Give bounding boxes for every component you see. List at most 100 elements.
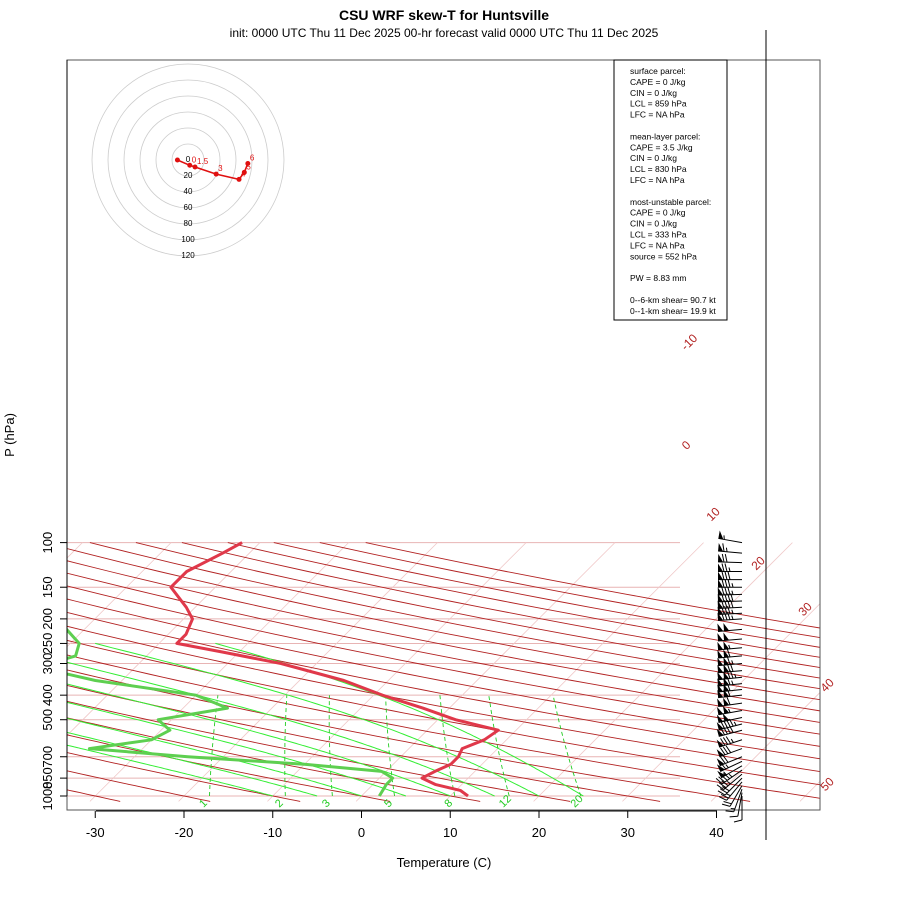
y-tick-label: 300	[40, 653, 55, 675]
wind-barbs	[715, 530, 743, 823]
hodograph-point-label: 0	[192, 155, 197, 164]
isotherm-line	[444, 542, 704, 802]
wind-barb	[717, 553, 743, 564]
hodograph-point	[174, 157, 180, 163]
hodograph-point-label: 3	[218, 164, 223, 173]
wind-barb	[725, 789, 743, 813]
x-tick-label: 20	[532, 825, 546, 840]
x-tick-label: -10	[263, 825, 282, 840]
isotherm-label: 10	[703, 504, 723, 524]
wind-barb	[717, 688, 743, 699]
hodograph-ring	[139, 111, 237, 209]
hodograph-ring-label: 80	[184, 219, 193, 228]
x-tick-label: 30	[621, 825, 635, 840]
wind-barb	[716, 705, 743, 716]
hodograph-point	[187, 162, 193, 168]
dry-adiabat-line	[67, 717, 481, 802]
info-line: PW = 8.83 mm	[630, 273, 686, 283]
wind-barb	[729, 792, 743, 818]
x-tick-label: 40	[709, 825, 723, 840]
moist-adiabat-line	[67, 683, 451, 797]
hodograph-point-label: 4	[241, 169, 246, 178]
y-axis-label: P (hPa)	[2, 413, 17, 457]
dry-adiabat-line	[0, 543, 30, 802]
wind-barb	[717, 622, 743, 632]
dry-adiabats	[0, 542, 820, 802]
isotherm-line	[67, 542, 261, 737]
info-line: 0--1-km shear= 19.9 kt	[630, 306, 716, 316]
y-tick-label: 700	[40, 746, 55, 768]
y-tick-label: 200	[40, 608, 55, 630]
y-tick-label: 1000	[40, 782, 55, 811]
moist-adiabat-line	[67, 717, 362, 797]
mixing-ratio-line	[328, 695, 333, 796]
isotherm-line	[799, 780, 820, 802]
isotherm-line	[889, 543, 900, 802]
info-line: source = 552 hPa	[630, 251, 697, 261]
hodograph-ring-label: 40	[184, 187, 193, 196]
wind-barb	[716, 760, 743, 772]
x-tick-label: 10	[443, 825, 457, 840]
hodograph-point-label: 5	[246, 162, 251, 171]
hodograph-ring-label: 120	[181, 251, 195, 260]
moist-adiabat-line	[67, 701, 407, 797]
moist-adiabat-line	[95, 642, 540, 797]
info-line: LCL = 333 hPa	[630, 230, 687, 240]
isotherm-line	[622, 603, 820, 802]
isotherm-line	[533, 542, 793, 802]
mixing-ratios	[209, 695, 582, 797]
x-axis-label: Temperature (C)	[397, 855, 492, 870]
wind-barb	[718, 571, 742, 581]
wind-barb	[721, 785, 743, 807]
temperature-profile	[169, 541, 500, 798]
dewpoint-profile	[67, 627, 395, 797]
isotherm-label: 30	[795, 599, 815, 619]
isotherm-line	[67, 542, 172, 648]
mixing-ratio-line	[284, 695, 288, 796]
info-line: CAPE = 0 J/kg	[630, 208, 686, 218]
hodograph-ring-label: 0	[186, 155, 191, 164]
dry-adiabat-line	[67, 611, 820, 760]
isotherm-line	[710, 691, 820, 802]
isotherm-line	[89, 542, 349, 802]
wind-barb	[717, 696, 743, 707]
hodograph-ring-label: 20	[184, 171, 193, 180]
y-tick-label: 400	[40, 684, 55, 706]
info-line: CIN = 0 J/kg	[630, 153, 677, 163]
dry-adiabat-line	[67, 598, 820, 747]
wind-barb	[716, 773, 743, 790]
y-tick-label: 100	[40, 532, 55, 554]
wind-barb	[717, 765, 743, 779]
dry-adiabat-line	[67, 789, 121, 802]
x-tick-label: 0	[358, 825, 365, 840]
dry-adiabat-line	[181, 542, 820, 669]
wind-barb	[717, 611, 743, 622]
wind-barb	[716, 745, 743, 758]
dry-adiabat-line	[89, 542, 820, 690]
hodograph-point-label: 1.5	[197, 157, 209, 166]
wind-barb	[716, 736, 743, 748]
mixing-ratio-line	[552, 695, 582, 797]
isotherm-line	[355, 542, 616, 802]
moist-adiabat-line	[67, 744, 273, 797]
hodograph-ring	[123, 95, 253, 225]
dry-adiabat-line	[67, 669, 751, 802]
dry-adiabat-line	[67, 585, 820, 735]
hodograph-point	[213, 171, 219, 177]
hodograph-ring-label: 60	[184, 203, 193, 212]
dry-adiabat-line	[67, 572, 820, 723]
mixing-ratio-label: 5	[382, 797, 395, 810]
wind-barb	[717, 777, 743, 796]
info-line: LFC = NA hPa	[630, 110, 685, 120]
y-tick-label: 150	[40, 576, 55, 598]
mixing-ratio-line	[439, 695, 456, 797]
mixing-ratio-label: 1	[197, 797, 210, 810]
chart-subtitle: init: 0000 UTC Thu 11 Dec 2025 00-hr for…	[230, 26, 659, 40]
moist-adiabat-line	[67, 661, 495, 797]
dry-adiabat-line	[67, 684, 661, 802]
wind-barb	[716, 725, 743, 737]
mixing-ratio-label: 3	[320, 797, 333, 810]
